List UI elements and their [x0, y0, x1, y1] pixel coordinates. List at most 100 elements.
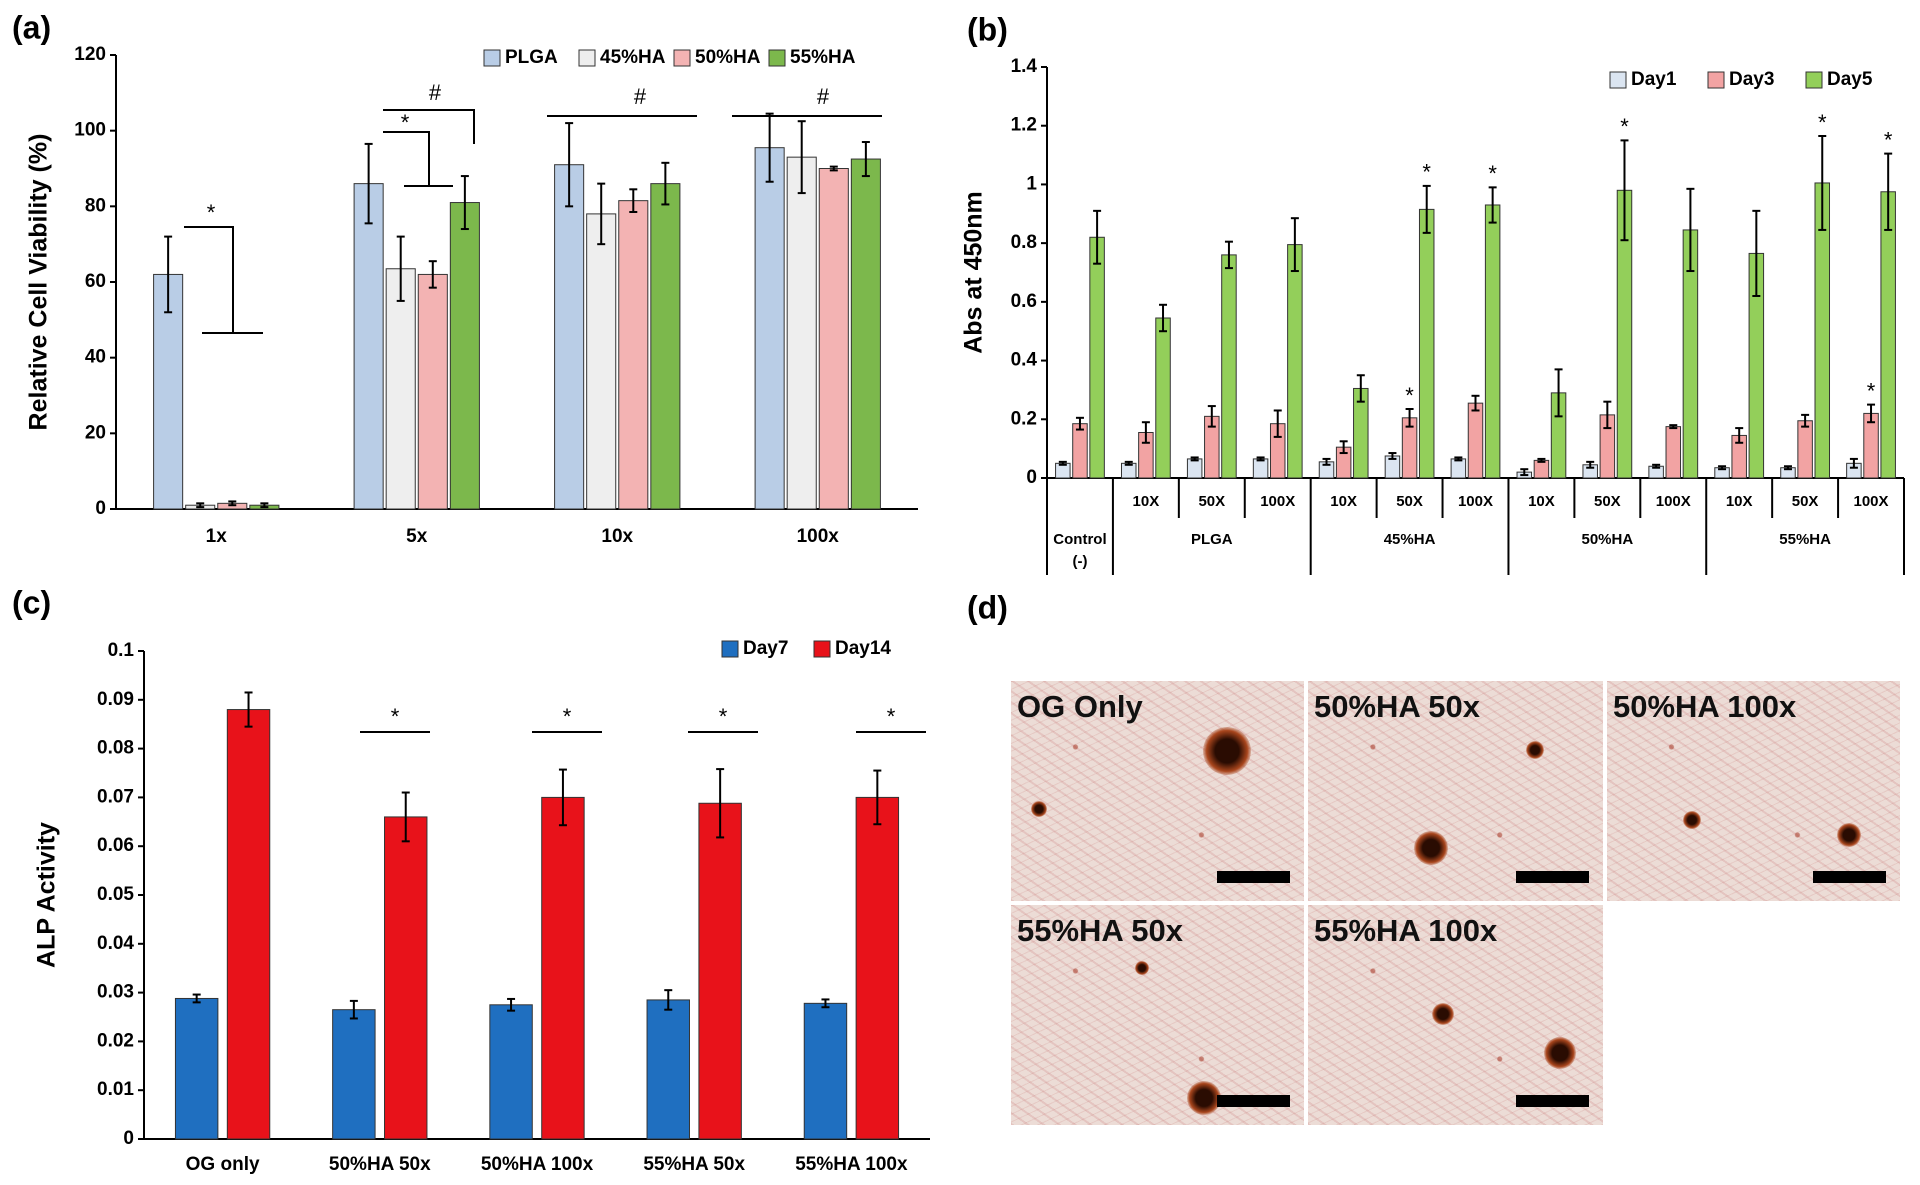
significance-mark: * — [1867, 378, 1876, 403]
y-tick-label: 0.1 — [108, 640, 135, 661]
x-tick-label: 10X — [1726, 493, 1753, 510]
bar — [586, 213, 617, 510]
x-tick-label: 55%HA 100x — [795, 1154, 908, 1175]
significance-mark: * — [1422, 160, 1431, 185]
bar — [489, 1004, 533, 1140]
significance-mark: # — [429, 80, 442, 105]
legend-label: Day5 — [1827, 69, 1873, 90]
y-tick-label: 0 — [123, 1128, 134, 1149]
bar — [1072, 423, 1088, 479]
y-tick-label: 60 — [85, 271, 106, 292]
y-tick-label: 0.8 — [1011, 232, 1037, 253]
significance-mark: * — [1884, 127, 1893, 152]
x-tick-label: 100X — [1656, 493, 1691, 510]
bar — [1155, 317, 1171, 479]
bar — [1797, 420, 1813, 479]
bar — [174, 997, 219, 1140]
significance-mark: * — [887, 704, 896, 729]
bar — [698, 802, 742, 1140]
x-tick-label: 50X — [1792, 493, 1819, 510]
y-tick-label: 1.4 — [1011, 56, 1038, 77]
panel-label: (a) — [12, 9, 51, 45]
y-tick-label: 80 — [85, 195, 106, 216]
bar — [1418, 208, 1435, 479]
y-tick-label: 0.09 — [97, 689, 134, 710]
y-tick-label: 1 — [1026, 173, 1037, 194]
bar — [384, 816, 428, 1140]
y-tick-label: 0.02 — [97, 1030, 134, 1051]
scale-bar — [1813, 871, 1886, 883]
bar — [1880, 191, 1896, 479]
bracket — [184, 226, 234, 333]
bar — [226, 709, 271, 1140]
x-tick-label: 50X — [1198, 493, 1225, 510]
micrograph-label: 55%HA 100x — [1314, 913, 1498, 948]
y-tick-label: 0.2 — [1011, 408, 1037, 429]
x-tick-label: 5x — [406, 526, 428, 547]
significance-mark: * — [1488, 161, 1497, 186]
bar — [1186, 458, 1203, 479]
group-label: 55%HA — [1779, 531, 1831, 548]
bar — [1484, 204, 1501, 479]
bar — [153, 273, 184, 510]
legend-label: Day7 — [743, 638, 788, 659]
y-tick-label: 40 — [85, 347, 106, 368]
y-tick-label: 0 — [1026, 467, 1037, 488]
bar — [554, 164, 585, 510]
y-tick-label: 0.4 — [1011, 350, 1038, 371]
x-tick-label: 100X — [1854, 493, 1889, 510]
bar — [618, 200, 649, 510]
y-axis-title: ALP Activity — [33, 822, 61, 968]
y-tick-label: 0 — [95, 498, 106, 519]
legend-label: 55%HA — [790, 47, 856, 68]
x-tick-label: OG only — [186, 1154, 260, 1175]
micrograph-label: 50%HA 50x — [1314, 689, 1481, 724]
significance-mark: * — [1620, 114, 1629, 139]
legend-swatch — [813, 640, 831, 658]
bar — [541, 796, 585, 1140]
significance-mark: * — [391, 704, 400, 729]
bar — [1287, 244, 1303, 479]
y-tick-label: 100 — [74, 120, 106, 141]
bracket — [383, 109, 475, 144]
bar — [1467, 402, 1484, 479]
micrograph: 55%HA 100x — [1308, 905, 1603, 1125]
x-tick-label: 100X — [1458, 493, 1493, 510]
group-label: 45%HA — [1384, 531, 1436, 548]
scale-bar — [1217, 871, 1290, 883]
bar — [855, 796, 900, 1140]
micrograph-label: 50%HA 100x — [1613, 689, 1797, 724]
bar — [332, 1009, 376, 1140]
y-tick-label: 0.06 — [97, 835, 134, 856]
y-tick-label: 0.05 — [97, 884, 134, 905]
bracket — [383, 131, 430, 186]
y-tick-label: 120 — [74, 44, 106, 65]
legend-label: PLGA — [505, 47, 558, 68]
legend-swatch — [483, 49, 501, 67]
bar — [1252, 458, 1269, 479]
bar — [1533, 459, 1550, 479]
y-tick-label: 0.08 — [97, 738, 134, 759]
x-tick-label: 10X — [1133, 493, 1160, 510]
significance-brackets — [184, 109, 926, 733]
panel-label: (b) — [967, 11, 1008, 47]
bar — [417, 273, 448, 510]
legend-label: Day3 — [1729, 69, 1774, 90]
bar — [353, 183, 384, 510]
significance-mark: * — [1405, 383, 1414, 408]
y-tick-label: 0.03 — [97, 982, 134, 1003]
bar — [754, 147, 785, 510]
x-tick-label: 50X — [1594, 493, 1621, 510]
significance-mark: * — [719, 704, 728, 729]
bar — [650, 183, 681, 510]
y-tick-label: 0.01 — [97, 1079, 134, 1100]
significance-mark: * — [563, 704, 572, 729]
micrograph: 50%HA 100x — [1607, 681, 1900, 901]
y-axis-title: Relative Cell Viability (%) — [25, 134, 53, 431]
micrograph: 50%HA 50x — [1308, 681, 1603, 901]
y-tick-label: 1.2 — [1011, 115, 1037, 136]
panel-label: (c) — [12, 584, 51, 620]
legend-swatch — [768, 49, 786, 67]
bar — [818, 168, 849, 510]
legend-swatch — [1609, 71, 1627, 89]
